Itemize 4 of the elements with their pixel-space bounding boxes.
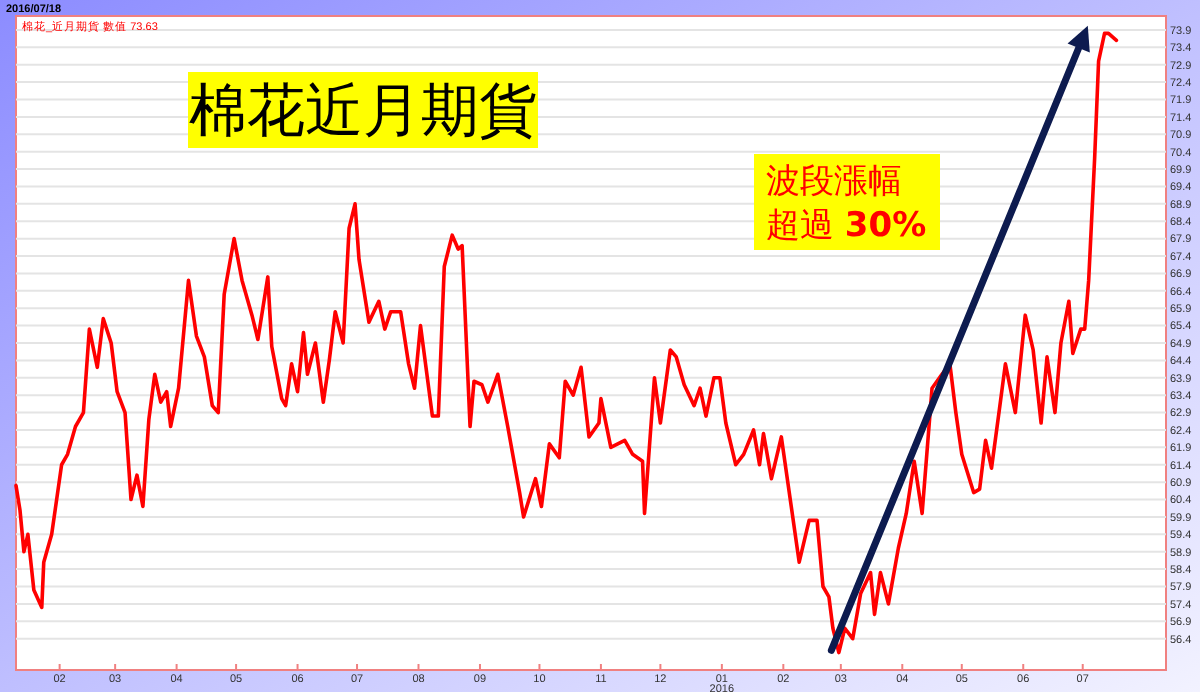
line-series <box>14 31 1119 655</box>
annotation: 超過 30% <box>766 206 927 246</box>
annotation: 波段漲幅 <box>766 162 902 202</box>
text: 棉花近月期貨 <box>189 76 537 144</box>
